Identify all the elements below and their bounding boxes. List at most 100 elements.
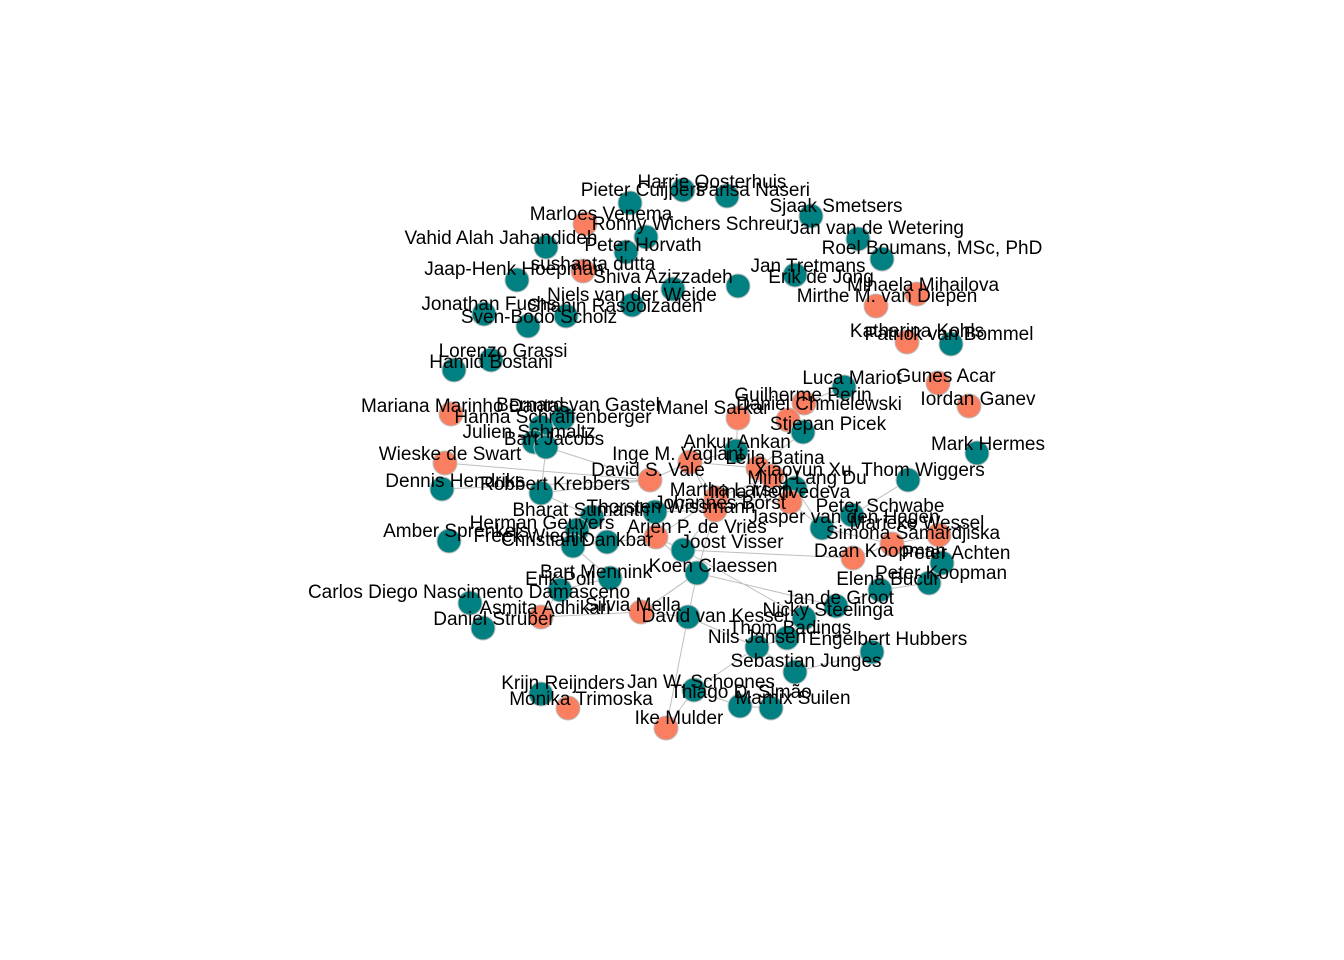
graph-node [774, 625, 800, 651]
node-label: Peter Horvath [584, 235, 701, 256]
node-label: Mirthe M. van Diepen [797, 286, 978, 307]
graph-edge [444, 462, 651, 481]
graph-node [643, 524, 669, 550]
node-label: Roel Boumans, MSc, PhD [822, 238, 1043, 259]
node-label: Asmita Adhikari [480, 598, 611, 619]
graph-node [438, 401, 464, 427]
graph-node [553, 303, 579, 329]
graph-node [436, 528, 462, 554]
node-label: Bharat Sumanth [512, 500, 649, 521]
node-label: Erik de Jong [768, 267, 874, 288]
node-label: Jaap-Henk Hoepman [424, 259, 604, 280]
node-label: Leila Batina [725, 448, 825, 469]
node-label: Simona Samardjiska [826, 523, 1001, 544]
graph-node [744, 634, 770, 660]
node-label: Thom Badings [729, 618, 852, 639]
node-label: Ming-Lang Du [747, 468, 866, 489]
node-label: Mihaela Mihailova [847, 275, 1000, 296]
graph-node [782, 262, 808, 288]
graph-node [964, 440, 990, 466]
node-label: Hanna Schraffenberger [454, 407, 652, 428]
graph-edge [682, 549, 805, 619]
node-label: Daniel Chmielewski [736, 394, 902, 415]
graph-node [547, 577, 573, 603]
graph-node [723, 438, 749, 464]
node-label: Johannes Borst [654, 493, 787, 514]
graph-node [791, 605, 817, 631]
node-label: Jonathan Fuchs [421, 294, 556, 315]
node-label: Shiva Azizzadeh [593, 267, 732, 288]
node-label: Jan W. Schoones [627, 672, 775, 693]
graph-node [533, 434, 559, 460]
node-label: Julien Schmaltz [462, 422, 595, 443]
node-label: Ankur Ankan [683, 432, 791, 453]
node-label: David S. Vale [591, 460, 705, 481]
node-label: Nicky Steelinga [763, 600, 894, 621]
graph-edge [540, 611, 642, 618]
node-label: Peter Koopman [875, 563, 1007, 584]
graph-node [441, 357, 467, 383]
node-label: Wieske de Swart [379, 444, 522, 465]
graph-node [840, 545, 866, 571]
node-label: Marnix Suilen [735, 688, 850, 709]
node-label: Joost Visser [680, 532, 784, 553]
node-label: Marloes Venema [530, 204, 673, 225]
graph-node [894, 329, 920, 355]
graph-node [432, 450, 458, 476]
node-label: Parisa Naseri [696, 180, 810, 201]
graph-node [725, 405, 751, 431]
graph-node [759, 463, 785, 489]
node-label: Bart Mennink [540, 562, 652, 583]
graph-node [879, 531, 905, 557]
node-label: Monika Trimoska [509, 689, 653, 710]
graph-node [594, 529, 620, 555]
node-label: Sven-Bodo Scholz [461, 307, 617, 328]
node-label: Jan de Groot [784, 588, 895, 609]
node-label: Luca Mariot [802, 368, 902, 389]
node-label: Robbert Krebbers [480, 474, 630, 495]
graph-edge [682, 549, 854, 559]
graph-node [791, 390, 817, 416]
node-label: Marieke Wessel [850, 513, 985, 534]
node-label: Peter Achten [902, 543, 1011, 564]
node-label: Silvia Mella [585, 595, 682, 616]
node-label: Martha Larson [670, 480, 793, 501]
node-label: Amber Sprenkels [383, 521, 529, 542]
graph-node [597, 565, 623, 591]
node-label: Carlos Diego Nascimento Damasceno [308, 582, 630, 603]
graph-node [809, 515, 835, 541]
node-label: Jasper van den Hagen [748, 507, 939, 528]
graph-node [504, 267, 530, 293]
graph-node [725, 273, 751, 299]
graph-node [926, 522, 952, 548]
graph-node [938, 331, 964, 357]
node-label: Shahin Rasoolzadeh [527, 296, 702, 317]
graph-node [777, 489, 803, 515]
node-label: Niels van der Weide [547, 285, 717, 306]
graph-node [470, 615, 496, 641]
graph-node [677, 449, 703, 475]
graph-node [823, 593, 849, 619]
graph-node [515, 313, 541, 339]
node-label: Nils Jansen [708, 627, 806, 648]
graph-node [637, 467, 663, 493]
graph-node [528, 480, 554, 506]
graph-edge [687, 616, 758, 648]
node-label: Sebastian Junges [730, 651, 881, 672]
graph-node [633, 224, 659, 250]
graph-node [653, 715, 679, 741]
node-label: Gunes Acar [896, 366, 996, 387]
graph-node [675, 604, 701, 630]
graph-node [869, 246, 895, 272]
graph-node [782, 659, 808, 685]
node-label: Erik Poll [525, 569, 595, 590]
graph-node [681, 677, 707, 703]
graph-node [560, 533, 586, 559]
node-circles [429, 177, 990, 741]
graph-node [863, 293, 889, 319]
node-label: Mark Hermes [931, 434, 1045, 455]
node-label: Thorsten Wissmann [587, 497, 756, 518]
node-label: sushanta dutta [531, 254, 656, 275]
